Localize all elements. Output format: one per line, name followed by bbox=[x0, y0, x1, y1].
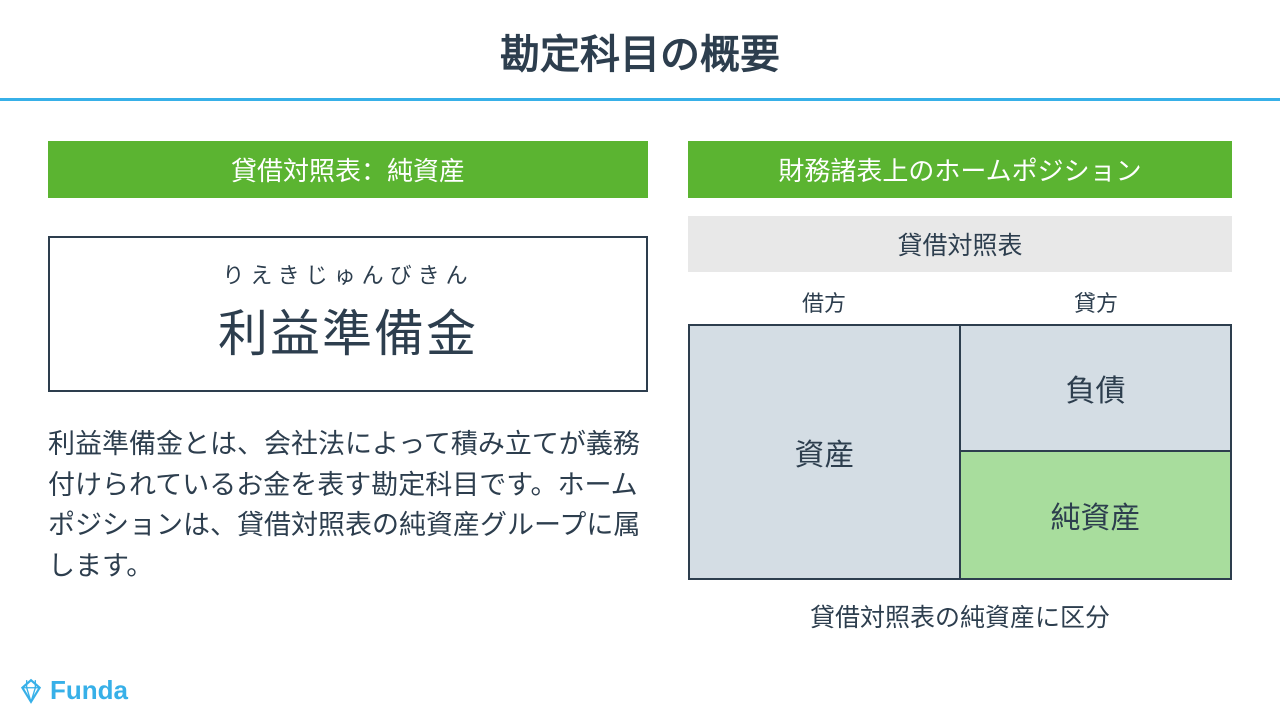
balance-sheet-column-labels: 借方 貸方 bbox=[688, 286, 1232, 318]
right-column: 財務諸表上のホームポジション 貸借対照表 借方 貸方 資産 負債 純資産 貸借対… bbox=[688, 141, 1232, 634]
assets-cell: 資産 bbox=[690, 326, 961, 578]
title-area: 勘定科目の概要 bbox=[0, 0, 1280, 98]
bs-right-side: 負債 純資産 bbox=[961, 326, 1230, 578]
left-column: 貸借対照表：純資産 りえきじゅんびきん 利益準備金 利益準備金とは、会社法によっ… bbox=[48, 141, 648, 634]
term-main: 利益準備金 bbox=[50, 294, 646, 366]
diamond-icon bbox=[18, 678, 44, 704]
liabilities-cell: 負債 bbox=[961, 326, 1230, 452]
credit-label: 貸方 bbox=[960, 286, 1232, 318]
term-description: 利益準備金とは、会社法によって積み立てが義務付けられているお金を表す勘定科目です… bbox=[48, 424, 648, 586]
balance-sheet-title: 貸借対照表 bbox=[688, 216, 1232, 272]
balance-sheet-caption: 貸借対照表の純資産に区分 bbox=[688, 598, 1232, 634]
page-title: 勘定科目の概要 bbox=[0, 22, 1280, 80]
right-header-bar: 財務諸表上のホームポジション bbox=[688, 141, 1232, 198]
term-box: りえきじゅんびきん 利益準備金 bbox=[48, 236, 648, 392]
brand-logo: Funda bbox=[18, 675, 128, 706]
content-area: 貸借対照表：純資産 りえきじゅんびきん 利益準備金 利益準備金とは、会社法によっ… bbox=[0, 101, 1280, 634]
left-header-bar: 貸借対照表：純資産 bbox=[48, 141, 648, 198]
equity-cell: 純資産 bbox=[961, 452, 1230, 578]
balance-sheet-diagram: 資産 負債 純資産 bbox=[688, 324, 1232, 580]
term-furigana: りえきじゅんびきん bbox=[50, 258, 646, 290]
debit-label: 借方 bbox=[688, 286, 960, 318]
brand-text: Funda bbox=[50, 675, 128, 706]
